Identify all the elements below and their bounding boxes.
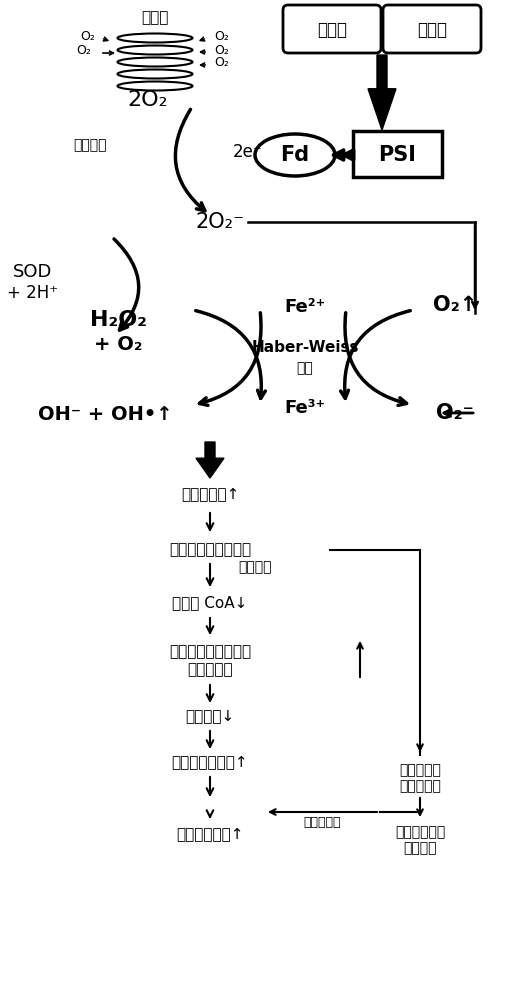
Text: PSI: PSI	[378, 145, 416, 165]
Text: （油酸）: （油酸）	[403, 841, 437, 855]
Text: 类胡萝卜素生物合成: 类胡萝卜素生物合成	[169, 645, 251, 660]
Text: O₂↑: O₂↑	[433, 295, 477, 315]
FancyBboxPatch shape	[383, 5, 481, 53]
FancyBboxPatch shape	[353, 131, 442, 177]
Text: O₂: O₂	[77, 44, 92, 57]
Text: 2O₂: 2O₂	[128, 90, 168, 110]
Text: OH⁻ + OH•↑: OH⁻ + OH•↑	[38, 406, 172, 424]
Text: 光应激: 光应激	[317, 21, 347, 39]
Text: + 2H⁺: + 2H⁺	[7, 284, 58, 302]
Text: Fe³⁺: Fe³⁺	[284, 399, 326, 417]
Text: 类囊体: 类囊体	[141, 10, 169, 25]
Text: 2O₂⁻: 2O₂⁻	[195, 212, 245, 232]
Text: H₂O₂: H₂O₂	[89, 310, 146, 330]
Text: O₂: O₂	[81, 30, 96, 43]
Text: 反馈控制: 反馈控制	[238, 560, 272, 574]
Text: 热应激: 热应激	[417, 21, 447, 39]
Text: 脂质过氧化↑: 脂质过氧化↑	[181, 488, 239, 502]
Text: 玉米黄素↓: 玉米黄素↓	[186, 710, 235, 724]
Text: 2e⁻: 2e⁻	[233, 143, 263, 161]
Text: + O₂: + O₂	[94, 336, 142, 355]
Text: 脂肪酸生物合成活化: 脂肪酸生物合成活化	[169, 542, 251, 558]
Text: 梅勒反应: 梅勒反应	[73, 138, 107, 152]
Text: 不饱和脂肪酸: 不饱和脂肪酸	[395, 825, 445, 839]
Text: 酯化的虾青素↑: 酯化的虾青素↑	[176, 828, 244, 842]
Polygon shape	[368, 55, 396, 130]
Text: SOD: SOD	[13, 263, 53, 281]
Text: O₂: O₂	[215, 30, 230, 43]
Text: 乙酰基 CoA↓: 乙酰基 CoA↓	[172, 595, 248, 610]
Text: O₂: O₂	[215, 43, 230, 56]
Polygon shape	[196, 442, 224, 478]
Text: （硬脂酸）: （硬脂酸）	[399, 779, 441, 793]
Text: Fd: Fd	[280, 145, 310, 165]
Text: Haber-Weiss: Haber-Weiss	[251, 340, 359, 356]
Text: 虾青素生物合成↑: 虾青素生物合成↑	[172, 756, 248, 770]
Text: O₂: O₂	[215, 56, 230, 70]
Text: 反应: 反应	[297, 361, 313, 375]
FancyBboxPatch shape	[283, 5, 381, 53]
Text: Fe²⁺: Fe²⁺	[284, 298, 326, 316]
Text: 基因的表达: 基因的表达	[187, 662, 233, 678]
Text: 饱和脂肪酸: 饱和脂肪酸	[399, 763, 441, 777]
Text: 脂肪酶作用: 脂肪酶作用	[303, 816, 341, 828]
Text: O₂⁻: O₂⁻	[436, 403, 474, 423]
